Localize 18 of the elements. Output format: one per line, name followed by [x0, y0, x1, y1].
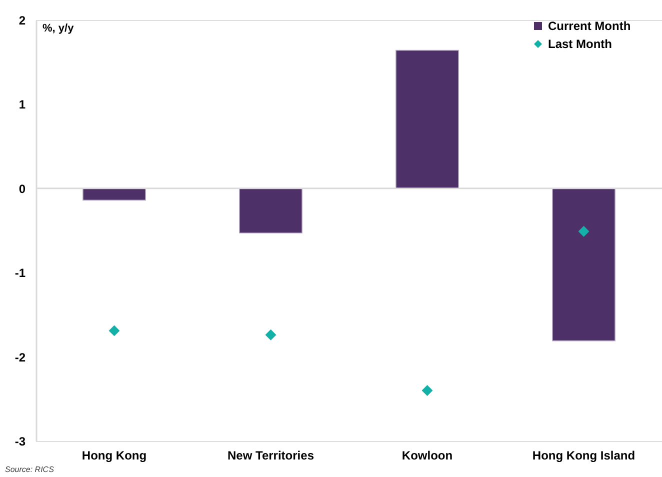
y-tick-label: 0: [18, 182, 26, 196]
point: [422, 385, 433, 396]
y-tick-label: -1: [14, 266, 26, 280]
x-tick-label: New Territories: [228, 448, 314, 462]
source-note: Source: RICS: [5, 465, 55, 474]
y-tick-label: -2: [14, 350, 26, 364]
x-tick-label: Kowloon: [402, 448, 453, 462]
point: [578, 226, 590, 237]
point: [108, 325, 120, 336]
y-tick-label: 2: [18, 14, 26, 28]
legend-label: Current Month: [548, 19, 631, 33]
y-axis-title: %, y/y: [42, 22, 75, 34]
x-tick-label: Hong Kong: [82, 448, 147, 462]
point: [265, 329, 276, 340]
x-tick-label: Hong Kong Island: [532, 448, 636, 462]
legend-label: Last Month: [548, 37, 612, 51]
y-tick-label: -3: [14, 434, 26, 448]
y-tick-label: 1: [18, 98, 26, 112]
